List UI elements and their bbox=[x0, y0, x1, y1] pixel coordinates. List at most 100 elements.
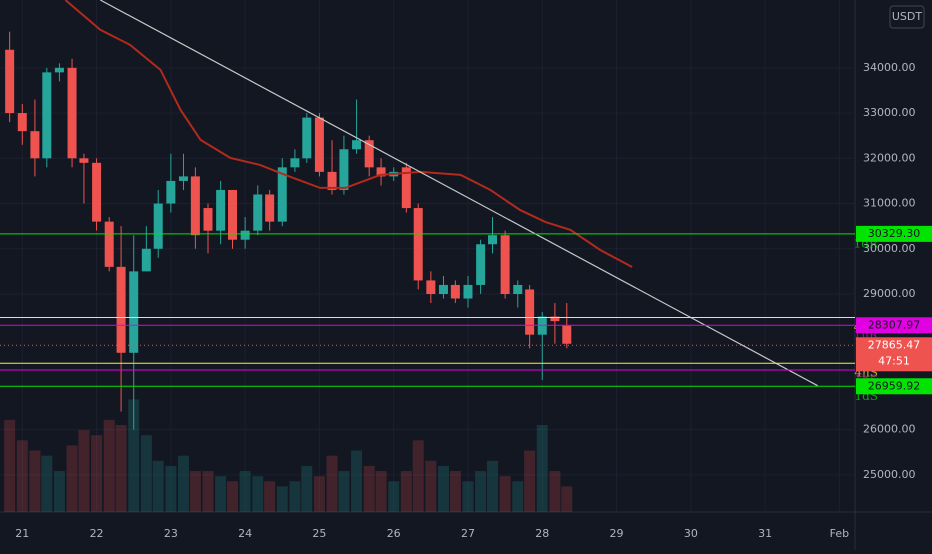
x-tick-label: 25 bbox=[312, 527, 326, 540]
candle-body bbox=[216, 189, 226, 231]
volume-bar bbox=[301, 465, 313, 512]
volume-bar bbox=[462, 481, 474, 512]
candle-body bbox=[463, 284, 473, 299]
volume-bar bbox=[4, 419, 16, 512]
candle-body bbox=[54, 67, 64, 73]
volume-bar bbox=[165, 465, 177, 512]
x-tick-label: 31 bbox=[758, 527, 772, 540]
y-tick-label: 32000.00 bbox=[863, 151, 916, 164]
volume-bar bbox=[264, 481, 276, 512]
volume-bar bbox=[326, 455, 338, 512]
level-price: 26959.92 bbox=[868, 379, 921, 392]
volume-bar bbox=[227, 481, 239, 512]
volume-bar bbox=[437, 465, 449, 512]
moving-average-line bbox=[64, 0, 633, 268]
volume-bar bbox=[363, 465, 375, 512]
volume-bar bbox=[313, 476, 325, 512]
level-price: 30329.30 bbox=[868, 227, 921, 240]
volume-bar bbox=[536, 424, 548, 512]
volume-bar bbox=[140, 435, 152, 512]
candle-body bbox=[178, 176, 188, 181]
candle-body bbox=[190, 176, 200, 236]
volume-bar bbox=[16, 440, 28, 512]
volume-bar bbox=[103, 419, 115, 512]
volume-bar bbox=[66, 445, 78, 512]
volume-bar bbox=[512, 481, 524, 512]
candle-body bbox=[413, 208, 423, 281]
candle-body bbox=[450, 284, 460, 299]
candle-body bbox=[426, 280, 436, 294]
volume-bar bbox=[524, 450, 536, 512]
candle-body bbox=[476, 244, 486, 285]
candle-body bbox=[401, 167, 411, 209]
volume-bar bbox=[289, 481, 301, 512]
candle-body bbox=[290, 158, 300, 168]
candle-body bbox=[339, 149, 349, 190]
volume-bar bbox=[202, 471, 214, 512]
x-tick-label: 22 bbox=[90, 527, 104, 540]
y-tick-label: 33000.00 bbox=[863, 106, 916, 119]
y-tick-label: 30000.00 bbox=[863, 242, 916, 255]
volume-bar bbox=[412, 440, 424, 512]
candle-body bbox=[314, 117, 324, 172]
y-tick-label: 29000.00 bbox=[863, 287, 916, 300]
volume-bar bbox=[239, 471, 251, 512]
volume-bar bbox=[41, 455, 53, 512]
candle-body bbox=[240, 230, 250, 240]
volume-bar bbox=[561, 486, 573, 512]
volume-bar bbox=[499, 476, 511, 512]
x-tick-label: 30 bbox=[684, 527, 698, 540]
candle-body bbox=[116, 266, 126, 353]
volume-bar bbox=[276, 486, 288, 512]
volume-bar bbox=[91, 435, 103, 512]
candle-body bbox=[364, 140, 374, 168]
candle-body bbox=[550, 316, 560, 322]
candle-body bbox=[228, 189, 238, 240]
candle-body bbox=[277, 167, 287, 222]
candle-body bbox=[562, 325, 572, 344]
volume-bar bbox=[375, 471, 387, 512]
currency-box[interactable] bbox=[889, 5, 925, 29]
candle-body bbox=[525, 289, 535, 335]
countdown: 47:51 bbox=[878, 354, 910, 367]
volume-bar bbox=[400, 471, 412, 512]
candle-body bbox=[302, 117, 312, 159]
candle-body bbox=[487, 235, 497, 245]
volume-bar bbox=[152, 460, 164, 512]
last-price-box bbox=[856, 337, 932, 372]
volume-bar bbox=[549, 471, 561, 512]
x-tick-label: 26 bbox=[387, 527, 401, 540]
volume-bar bbox=[177, 455, 189, 512]
volume-bar bbox=[486, 460, 498, 512]
x-tick-label: Feb bbox=[830, 527, 849, 540]
y-tick-label: 34000.00 bbox=[863, 61, 916, 74]
candle-body bbox=[67, 67, 77, 159]
volume-bar bbox=[115, 424, 127, 512]
volume-bar bbox=[78, 430, 90, 512]
level-price-box bbox=[856, 225, 932, 242]
candle-body bbox=[166, 180, 176, 204]
x-tick-label: 27 bbox=[461, 527, 475, 540]
candle-body bbox=[327, 171, 337, 190]
candle-body bbox=[30, 131, 40, 159]
candle-body bbox=[253, 194, 263, 231]
volume-bar bbox=[53, 471, 65, 512]
candle-body bbox=[104, 221, 114, 267]
level-price-box bbox=[856, 317, 932, 334]
volume-bar bbox=[449, 471, 461, 512]
candle-body bbox=[5, 49, 15, 114]
volume-bar bbox=[128, 399, 140, 512]
volume-bar bbox=[425, 460, 437, 512]
candle-body bbox=[203, 208, 213, 231]
last-price: 27865.47 bbox=[868, 338, 921, 351]
y-tick-label: 31000.00 bbox=[863, 197, 916, 210]
candle-body bbox=[376, 167, 386, 177]
candle-body bbox=[92, 162, 102, 222]
y-tick-label: 26000.00 bbox=[863, 423, 916, 436]
volume-bar bbox=[252, 476, 264, 512]
level-price: 28307.97 bbox=[868, 318, 921, 331]
trend-line bbox=[99, 0, 819, 387]
volume-bar bbox=[215, 476, 227, 512]
